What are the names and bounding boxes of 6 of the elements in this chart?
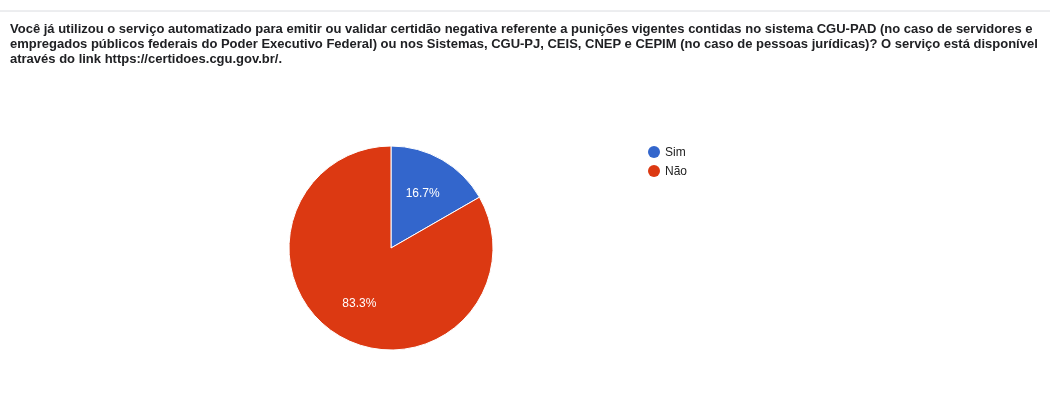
data-label: 16.7% xyxy=(405,186,441,201)
pie-slice xyxy=(288,145,494,351)
chart-title: Você já utilizou o serviço automatizado para emitir ou validar certidão negativa referente a punições vigentes contidas no sistema CGU-PAD (no caso de servidores e empregados públicos federais do Poder Executivo Federal) ou nos Sistemas, CGU-PJ, CEIS, CNEP e CEPIM (no caso de pessoas jurídicas)? O serviço está disponível através do link https://certidoes.cgu.gov.br/. xyxy=(10,21,1038,66)
legend-label: Sim xyxy=(665,145,686,160)
legend-label: Não xyxy=(665,164,688,179)
data-label: 83.3% xyxy=(342,295,377,310)
